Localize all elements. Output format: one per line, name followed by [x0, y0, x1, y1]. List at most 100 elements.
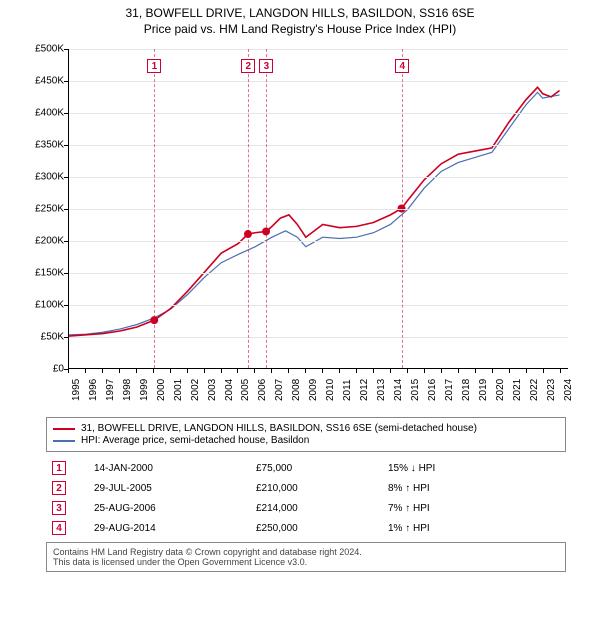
x-axis-label: 2017	[444, 379, 455, 401]
x-axis-label: 2002	[190, 379, 201, 401]
x-axis-label: 2023	[546, 379, 557, 401]
x-axis-label: 2005	[240, 379, 251, 401]
event-row: 325-AUG-2006£214,0007% ↑ HPI	[46, 498, 566, 518]
x-tick	[187, 369, 188, 373]
y-tick	[64, 337, 68, 338]
legend-row: HPI: Average price, semi-detached house,…	[53, 435, 559, 446]
x-axis-label: 2015	[410, 379, 421, 401]
event-date: 14-JAN-2000	[88, 458, 250, 478]
y-axis-label: £200K	[14, 236, 64, 247]
y-axis-label: £150K	[14, 268, 64, 279]
legend-swatch	[53, 440, 75, 442]
x-tick	[237, 369, 238, 373]
x-axis-label: 2021	[512, 379, 523, 401]
x-tick	[119, 369, 120, 373]
x-axis-label: 2018	[461, 379, 472, 401]
x-tick	[373, 369, 374, 373]
event-date: 29-AUG-2014	[88, 518, 250, 538]
event-diff: 7% ↑ HPI	[382, 498, 566, 518]
y-axis-label: £50K	[14, 332, 64, 343]
event-diff: 8% ↑ HPI	[382, 478, 566, 498]
event-price: £210,000	[250, 478, 382, 498]
x-axis-label: 2003	[207, 379, 218, 401]
event-marker-line	[248, 49, 249, 368]
plot-area: 1234	[68, 49, 568, 369]
y-tick	[64, 145, 68, 146]
x-tick	[68, 369, 69, 373]
legend-row: 31, BOWFELL DRIVE, LANGDON HILLS, BASILD…	[53, 423, 559, 434]
x-tick	[407, 369, 408, 373]
event-row: 114-JAN-2000£75,00015% ↓ HPI	[46, 458, 566, 478]
x-axis-label: 2022	[529, 379, 540, 401]
event-number: 4	[52, 521, 66, 535]
x-axis-label: 2006	[257, 379, 268, 401]
event-marker-label: 1	[147, 59, 161, 73]
chart-title-line1: 31, BOWFELL DRIVE, LANGDON HILLS, BASILD…	[10, 6, 590, 22]
event-number: 3	[52, 501, 66, 515]
x-tick	[526, 369, 527, 373]
x-axis-label: 1996	[88, 379, 99, 401]
x-axis-label: 2001	[173, 379, 184, 401]
y-axis-label: £350K	[14, 140, 64, 151]
series-line-hpi	[69, 93, 560, 335]
y-tick	[64, 305, 68, 306]
x-tick	[339, 369, 340, 373]
gridline-h	[69, 273, 568, 274]
x-axis-label: 2012	[359, 379, 370, 401]
y-axis-label: £400K	[14, 108, 64, 119]
x-axis-label: 2010	[325, 379, 336, 401]
x-tick	[170, 369, 171, 373]
chart: 1234 £0£50K£100K£150K£200K£250K£300K£350…	[20, 41, 580, 411]
footer: Contains HM Land Registry data © Crown c…	[46, 542, 566, 572]
series-line-price_paid	[69, 87, 560, 336]
x-tick	[356, 369, 357, 373]
x-axis-label: 2004	[224, 379, 235, 401]
event-marker-line	[154, 49, 155, 368]
x-axis-label: 2020	[495, 379, 506, 401]
x-axis-label: 2007	[274, 379, 285, 401]
x-axis-label: 1995	[71, 379, 82, 401]
x-tick	[305, 369, 306, 373]
gridline-h	[69, 241, 568, 242]
x-axis-label: 2019	[478, 379, 489, 401]
gridline-h	[69, 305, 568, 306]
y-tick	[64, 241, 68, 242]
event-row: 229-JUL-2005£210,0008% ↑ HPI	[46, 478, 566, 498]
x-tick	[560, 369, 561, 373]
event-price: £250,000	[250, 518, 382, 538]
gridline-h	[69, 337, 568, 338]
x-axis-label: 2016	[427, 379, 438, 401]
x-axis-label: 1997	[105, 379, 116, 401]
event-marker-line	[402, 49, 403, 368]
gridline-h	[69, 145, 568, 146]
x-tick	[288, 369, 289, 373]
event-number: 1	[52, 461, 66, 475]
x-axis-label: 2024	[563, 379, 574, 401]
y-axis-label: £300K	[14, 172, 64, 183]
gridline-h	[69, 177, 568, 178]
gridline-h	[69, 113, 568, 114]
legend-swatch	[53, 428, 75, 430]
page: 31, BOWFELL DRIVE, LANGDON HILLS, BASILD…	[0, 0, 600, 620]
x-tick	[475, 369, 476, 373]
event-date: 29-JUL-2005	[88, 478, 250, 498]
gridline-h	[69, 209, 568, 210]
event-row: 4 29-AUG-2014£250,0001% ↑ HPI	[46, 518, 566, 538]
x-axis-label: 2014	[393, 379, 404, 401]
y-tick	[64, 177, 68, 178]
x-tick	[254, 369, 255, 373]
x-axis-label: 2009	[308, 379, 319, 401]
gridline-h	[69, 49, 568, 50]
y-tick	[64, 81, 68, 82]
legend-label: 31, BOWFELL DRIVE, LANGDON HILLS, BASILD…	[81, 423, 477, 434]
x-tick	[390, 369, 391, 373]
event-diff: 15% ↓ HPI	[382, 458, 566, 478]
y-axis-label: £500K	[14, 44, 64, 55]
footer-line2: This data is licensed under the Open Gov…	[53, 557, 559, 567]
event-diff: 1% ↑ HPI	[382, 518, 566, 538]
chart-title-line2: Price paid vs. HM Land Registry's House …	[10, 22, 590, 38]
x-tick	[322, 369, 323, 373]
x-axis-label: 1998	[122, 379, 133, 401]
x-tick	[153, 369, 154, 373]
x-tick	[136, 369, 137, 373]
